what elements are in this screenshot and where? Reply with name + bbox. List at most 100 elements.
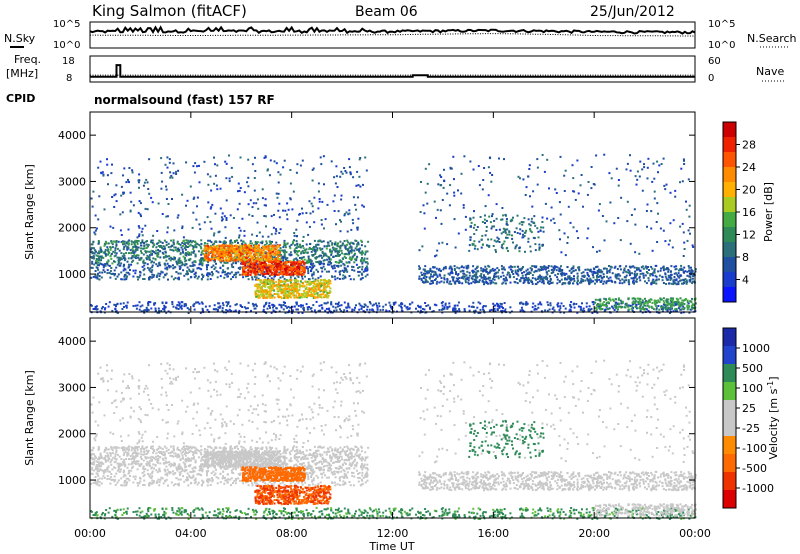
- power-cell: [463, 275, 466, 278]
- power-cell: [614, 265, 617, 268]
- power-cell: [264, 215, 267, 218]
- power-cell: [269, 260, 272, 263]
- power-cell: [109, 248, 112, 251]
- power-cell: [489, 282, 492, 285]
- power-cell: [536, 281, 539, 284]
- power-cell: [490, 227, 493, 230]
- power-cell: [115, 184, 118, 187]
- power-cell: [555, 192, 558, 194]
- power-cell: [313, 283, 316, 286]
- power-cell: [166, 231, 169, 234]
- power-cell: [484, 214, 486, 217]
- power-cell: [527, 237, 530, 240]
- power-cell: [366, 262, 369, 265]
- power-cell: [343, 213, 346, 215]
- power-cell: [176, 242, 179, 245]
- power-cell: [293, 267, 296, 270]
- power-cell: [264, 258, 267, 261]
- power-cell: [313, 291, 316, 294]
- power-cell: [480, 273, 483, 275]
- power-cell: [303, 258, 306, 261]
- power-cell: [170, 174, 173, 177]
- power-cell: [106, 272, 109, 275]
- power-cell: [303, 263, 306, 265]
- power-cell: [353, 254, 356, 256]
- power-cell: [603, 239, 606, 242]
- power-cell: [568, 277, 571, 280]
- power-cell: [325, 281, 328, 284]
- power-cell: [286, 287, 289, 290]
- power-cell: [314, 253, 317, 255]
- power-cell: [521, 223, 524, 226]
- power-cell: [193, 245, 196, 248]
- power-cell: [273, 269, 276, 272]
- power-cell: [258, 290, 261, 293]
- power-cell: [236, 239, 239, 242]
- power-cell: [254, 278, 257, 281]
- power-cell: [97, 218, 100, 221]
- power-cell: [673, 265, 676, 268]
- power-cell: [336, 254, 339, 257]
- power-cell: [276, 263, 279, 266]
- power-cell: [211, 243, 214, 246]
- power-cell: [311, 205, 314, 208]
- power-cell: [238, 226, 241, 229]
- power-cell: [636, 178, 639, 181]
- power-cell: [97, 268, 100, 271]
- power-cell: [148, 278, 151, 280]
- power-cell: [440, 176, 443, 178]
- power-cell: [527, 240, 530, 243]
- power-cell: [267, 293, 270, 296]
- power-cell: [511, 237, 514, 240]
- power-cell: [287, 261, 290, 263]
- power-cell: [239, 246, 242, 249]
- power-cell: [592, 267, 595, 270]
- power-cell: [219, 258, 222, 261]
- power-cell: [249, 268, 252, 271]
- power-cell: [606, 275, 608, 278]
- power-cell: [281, 284, 284, 287]
- power-cell: [116, 263, 119, 266]
- power-cell: [258, 269, 261, 272]
- power-cell: [608, 265, 610, 267]
- power-cell: [462, 204, 465, 207]
- power-cell: [311, 273, 314, 276]
- power-cell: [104, 263, 107, 265]
- power-cell: [111, 262, 114, 265]
- power-cell: [502, 274, 505, 277]
- power-cell: [114, 247, 117, 250]
- power-cell: [296, 163, 299, 166]
- power-cell: [429, 282, 432, 285]
- power-cell: [542, 277, 545, 280]
- power-cell: [248, 270, 251, 273]
- power-cell: [304, 275, 306, 278]
- power-cell: [613, 222, 616, 225]
- power-cell: [423, 227, 426, 230]
- power-cell: [96, 259, 99, 262]
- power-cell: [293, 239, 295, 242]
- power-cell: [519, 177, 521, 180]
- power-cell: [233, 250, 235, 253]
- power-cell: [481, 221, 484, 223]
- power-cell: [94, 233, 97, 236]
- power-cell: [667, 270, 670, 273]
- power-cell: [231, 246, 234, 249]
- power-cell: [104, 253, 107, 255]
- power-cell: [561, 271, 564, 274]
- power-cell: [244, 257, 247, 260]
- power-cell: [146, 240, 148, 243]
- power-cell: [466, 278, 469, 280]
- power-cell: [276, 196, 279, 199]
- power-cell: [469, 236, 472, 239]
- power-cell: [668, 239, 671, 242]
- power-cell: [104, 248, 107, 251]
- power-cell: [603, 275, 605, 278]
- power-cell: [429, 267, 432, 270]
- power-cell: [663, 184, 666, 187]
- power-cell: [204, 249, 207, 252]
- power-cell: [590, 187, 593, 190]
- power-cell: [459, 270, 462, 273]
- power-cell: [528, 223, 531, 226]
- power-cell: [273, 258, 276, 260]
- power-cell: [256, 252, 259, 255]
